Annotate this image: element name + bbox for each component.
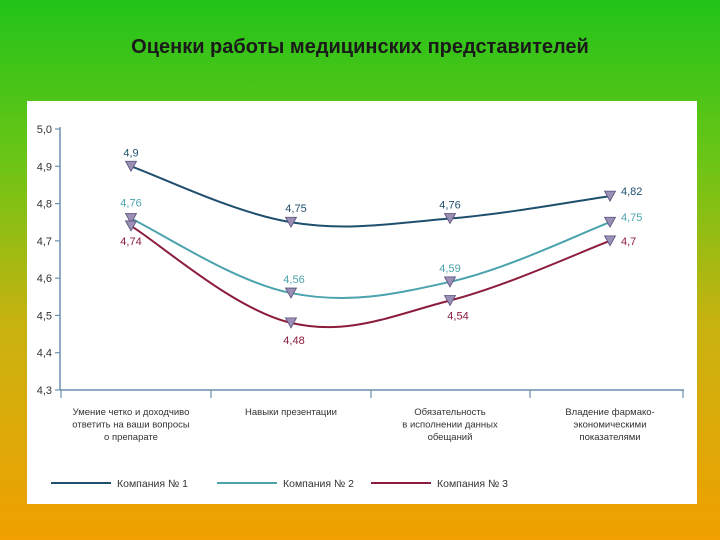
data-label: 4,74 (120, 236, 141, 248)
slide-title: Оценки работы медицинских представителей (131, 36, 589, 58)
data-point-marker (124, 220, 138, 232)
legend-label: Компания № 3 (437, 478, 508, 490)
data-point-marker (124, 160, 138, 173)
y-tick-label: 4,8 (37, 199, 52, 211)
y-tick-label: 5,0 (37, 124, 52, 136)
legend-item-1: Компания № 1 (51, 478, 188, 490)
data-point-marker (284, 287, 298, 299)
data-label: 4,9 (123, 147, 138, 159)
series-1: 4,9 4,75 4,76 4,82 (123, 147, 642, 229)
series-2: 4,76 4,56 4,59 4,75 (120, 197, 642, 300)
data-point-marker (443, 295, 457, 307)
data-label: 4,59 (439, 263, 460, 275)
data-label: 4,76 (439, 199, 460, 211)
legend-label: Компания № 2 (283, 478, 354, 490)
data-point-marker (124, 213, 138, 225)
data-label: 4,82 (621, 186, 642, 198)
x-tick-label: Владение фармако-экономическими показател… (565, 407, 654, 443)
legend-label: Компания № 1 (117, 478, 188, 490)
data-point-marker (284, 317, 298, 329)
y-axis: 5,0 4,9 4,8 4,7 4,6 4,5 4,4 4,3 (37, 124, 61, 397)
y-tick-label: 4,5 (37, 310, 52, 322)
series-layer: 4,94,75 4,764,824,764,564,594,754,744,484… (120, 147, 642, 347)
series-3: 4,74 4,48 4,54 4,7 (120, 220, 636, 347)
chart-panel: 5,0 4,9 4,8 4,7 4,6 4,5 4,4 4,3 Умение четко и … (27, 101, 697, 504)
x-tick-label: Умение четко и доходчиво ответить на ваши… (72, 407, 190, 443)
series-line (130, 165, 611, 228)
y-tick-label: 4,9 (37, 161, 52, 173)
legend: Компания № 1 Компания № 2 Компания № 3 (51, 478, 508, 490)
data-label: 4,54 (447, 311, 468, 323)
x-axis: Умение четко и доходчиво ответить на ваши… (60, 389, 684, 443)
data-label: 4,56 (283, 274, 304, 286)
x-tick-label: Навыки презентации (245, 407, 337, 418)
x-tick-label: Обязательность в исполнении данных обещани… (402, 407, 498, 443)
data-point-marker (443, 276, 457, 288)
line-chart: 5,0 4,9 4,8 4,7 4,6 4,5 4,4 4,3 Умение четко и … (37, 124, 684, 490)
y-tick-label: 4,3 (37, 385, 52, 397)
data-point-marker (603, 216, 617, 229)
data-label: 4,76 (120, 197, 141, 209)
data-point-marker (603, 235, 617, 247)
data-point-marker (284, 216, 298, 229)
y-tick-label: 4,7 (37, 236, 52, 248)
legend-item-2: Компания № 2 (217, 478, 354, 490)
data-label: 4,75 (621, 212, 642, 224)
data-label: 4,7 (621, 236, 636, 248)
data-point-marker (443, 213, 457, 225)
series-line (130, 225, 611, 329)
y-tick-label: 4,4 (37, 348, 52, 360)
data-point-marker (603, 190, 617, 202)
data-label: 4,75 (285, 203, 306, 215)
data-label: 4,48 (283, 335, 304, 347)
series-line (130, 217, 611, 300)
y-tick-label: 4,6 (37, 273, 52, 285)
legend-item-3: Компания № 3 (371, 478, 508, 490)
